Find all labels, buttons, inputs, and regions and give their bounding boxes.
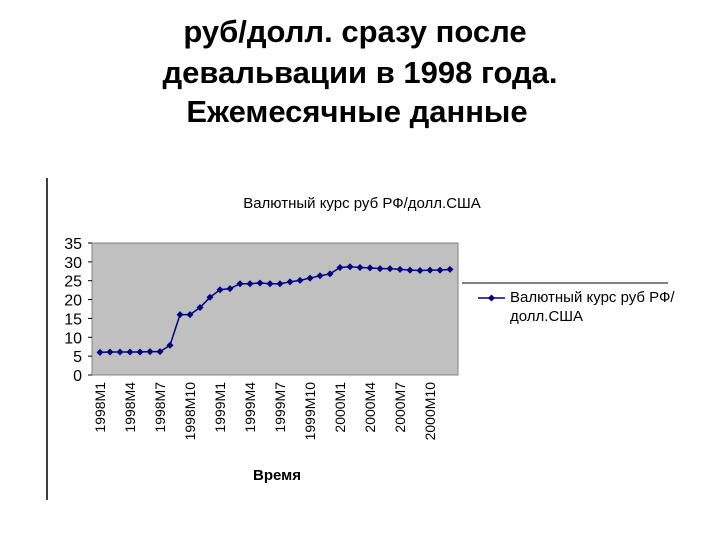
data-point [146, 348, 154, 356]
slide-title: руб/долл. сразу после [183, 14, 526, 49]
plot-area [91, 242, 459, 376]
slide-title: девальвации в 1998 года. [162, 55, 557, 90]
x-tick-label: 1998M7 [152, 382, 168, 433]
x-axis-label: Время [253, 467, 301, 484]
data-point [276, 280, 284, 288]
legend-marker [488, 294, 495, 302]
data-point [256, 279, 264, 287]
y-tick-label: 35 [64, 236, 82, 253]
y-tick-label: 15 [64, 311, 82, 328]
x-tick-label: 1998M4 [122, 382, 138, 433]
data-point [126, 348, 134, 356]
data-point [156, 348, 164, 356]
x-tick-label: 2000M4 [362, 382, 378, 433]
data-point [336, 264, 344, 272]
data-point [166, 341, 174, 349]
y-tick-label: 5 [73, 349, 82, 366]
data-point [316, 272, 324, 280]
data-point [246, 280, 254, 288]
chart-title: Валютный курс руб РФ/долл.США [243, 195, 481, 212]
slide-title: Ежемесячные данные [186, 94, 527, 129]
data-point [416, 267, 424, 275]
data-point [406, 266, 414, 274]
data-point [446, 265, 454, 273]
data-point [436, 266, 444, 274]
x-tick-label: 1999M10 [302, 382, 318, 441]
x-tick-label: 1999M4 [242, 382, 258, 433]
x-tick-label: 1999M1 [212, 382, 228, 433]
data-point [366, 264, 374, 272]
data-point [216, 286, 224, 294]
y-tick-label: 10 [64, 330, 82, 347]
y-tick-label: 30 [64, 255, 82, 272]
data-point [226, 285, 234, 293]
data-point [136, 348, 144, 356]
y-tick-label: 0 [73, 368, 82, 385]
data-point [96, 348, 104, 356]
data-point [426, 266, 434, 274]
data-point [106, 348, 114, 356]
data-point [206, 293, 214, 301]
y-tick-label: 20 [64, 293, 82, 310]
x-tick-label: 2000M7 [392, 382, 408, 433]
data-point [236, 280, 244, 288]
x-tick-label: 2000M1 [332, 382, 348, 433]
x-tick-label: 1998M1 [92, 382, 108, 433]
x-tick-label: 1998M10 [182, 382, 198, 441]
legend-label: Валютный курс руб РФ/долл.США [510, 289, 675, 325]
data-point [266, 280, 274, 288]
data-point [326, 270, 334, 278]
data-point [176, 311, 184, 319]
data-point [306, 274, 314, 282]
data-point [376, 265, 384, 273]
y-tick-label: 25 [64, 274, 82, 291]
legend-label-box: Валютный курс руб РФ/долл.США [510, 289, 675, 325]
data-point [186, 311, 194, 319]
x-tick-label: 2000M10 [422, 382, 438, 441]
data-point [396, 265, 404, 273]
x-tick-label: 1999M7 [272, 382, 288, 433]
data-point [196, 303, 204, 311]
data-point [286, 278, 294, 286]
data-point [356, 264, 364, 272]
data-point [296, 276, 304, 284]
data-point [386, 265, 394, 273]
data-point [346, 263, 354, 271]
data-point [116, 348, 124, 356]
